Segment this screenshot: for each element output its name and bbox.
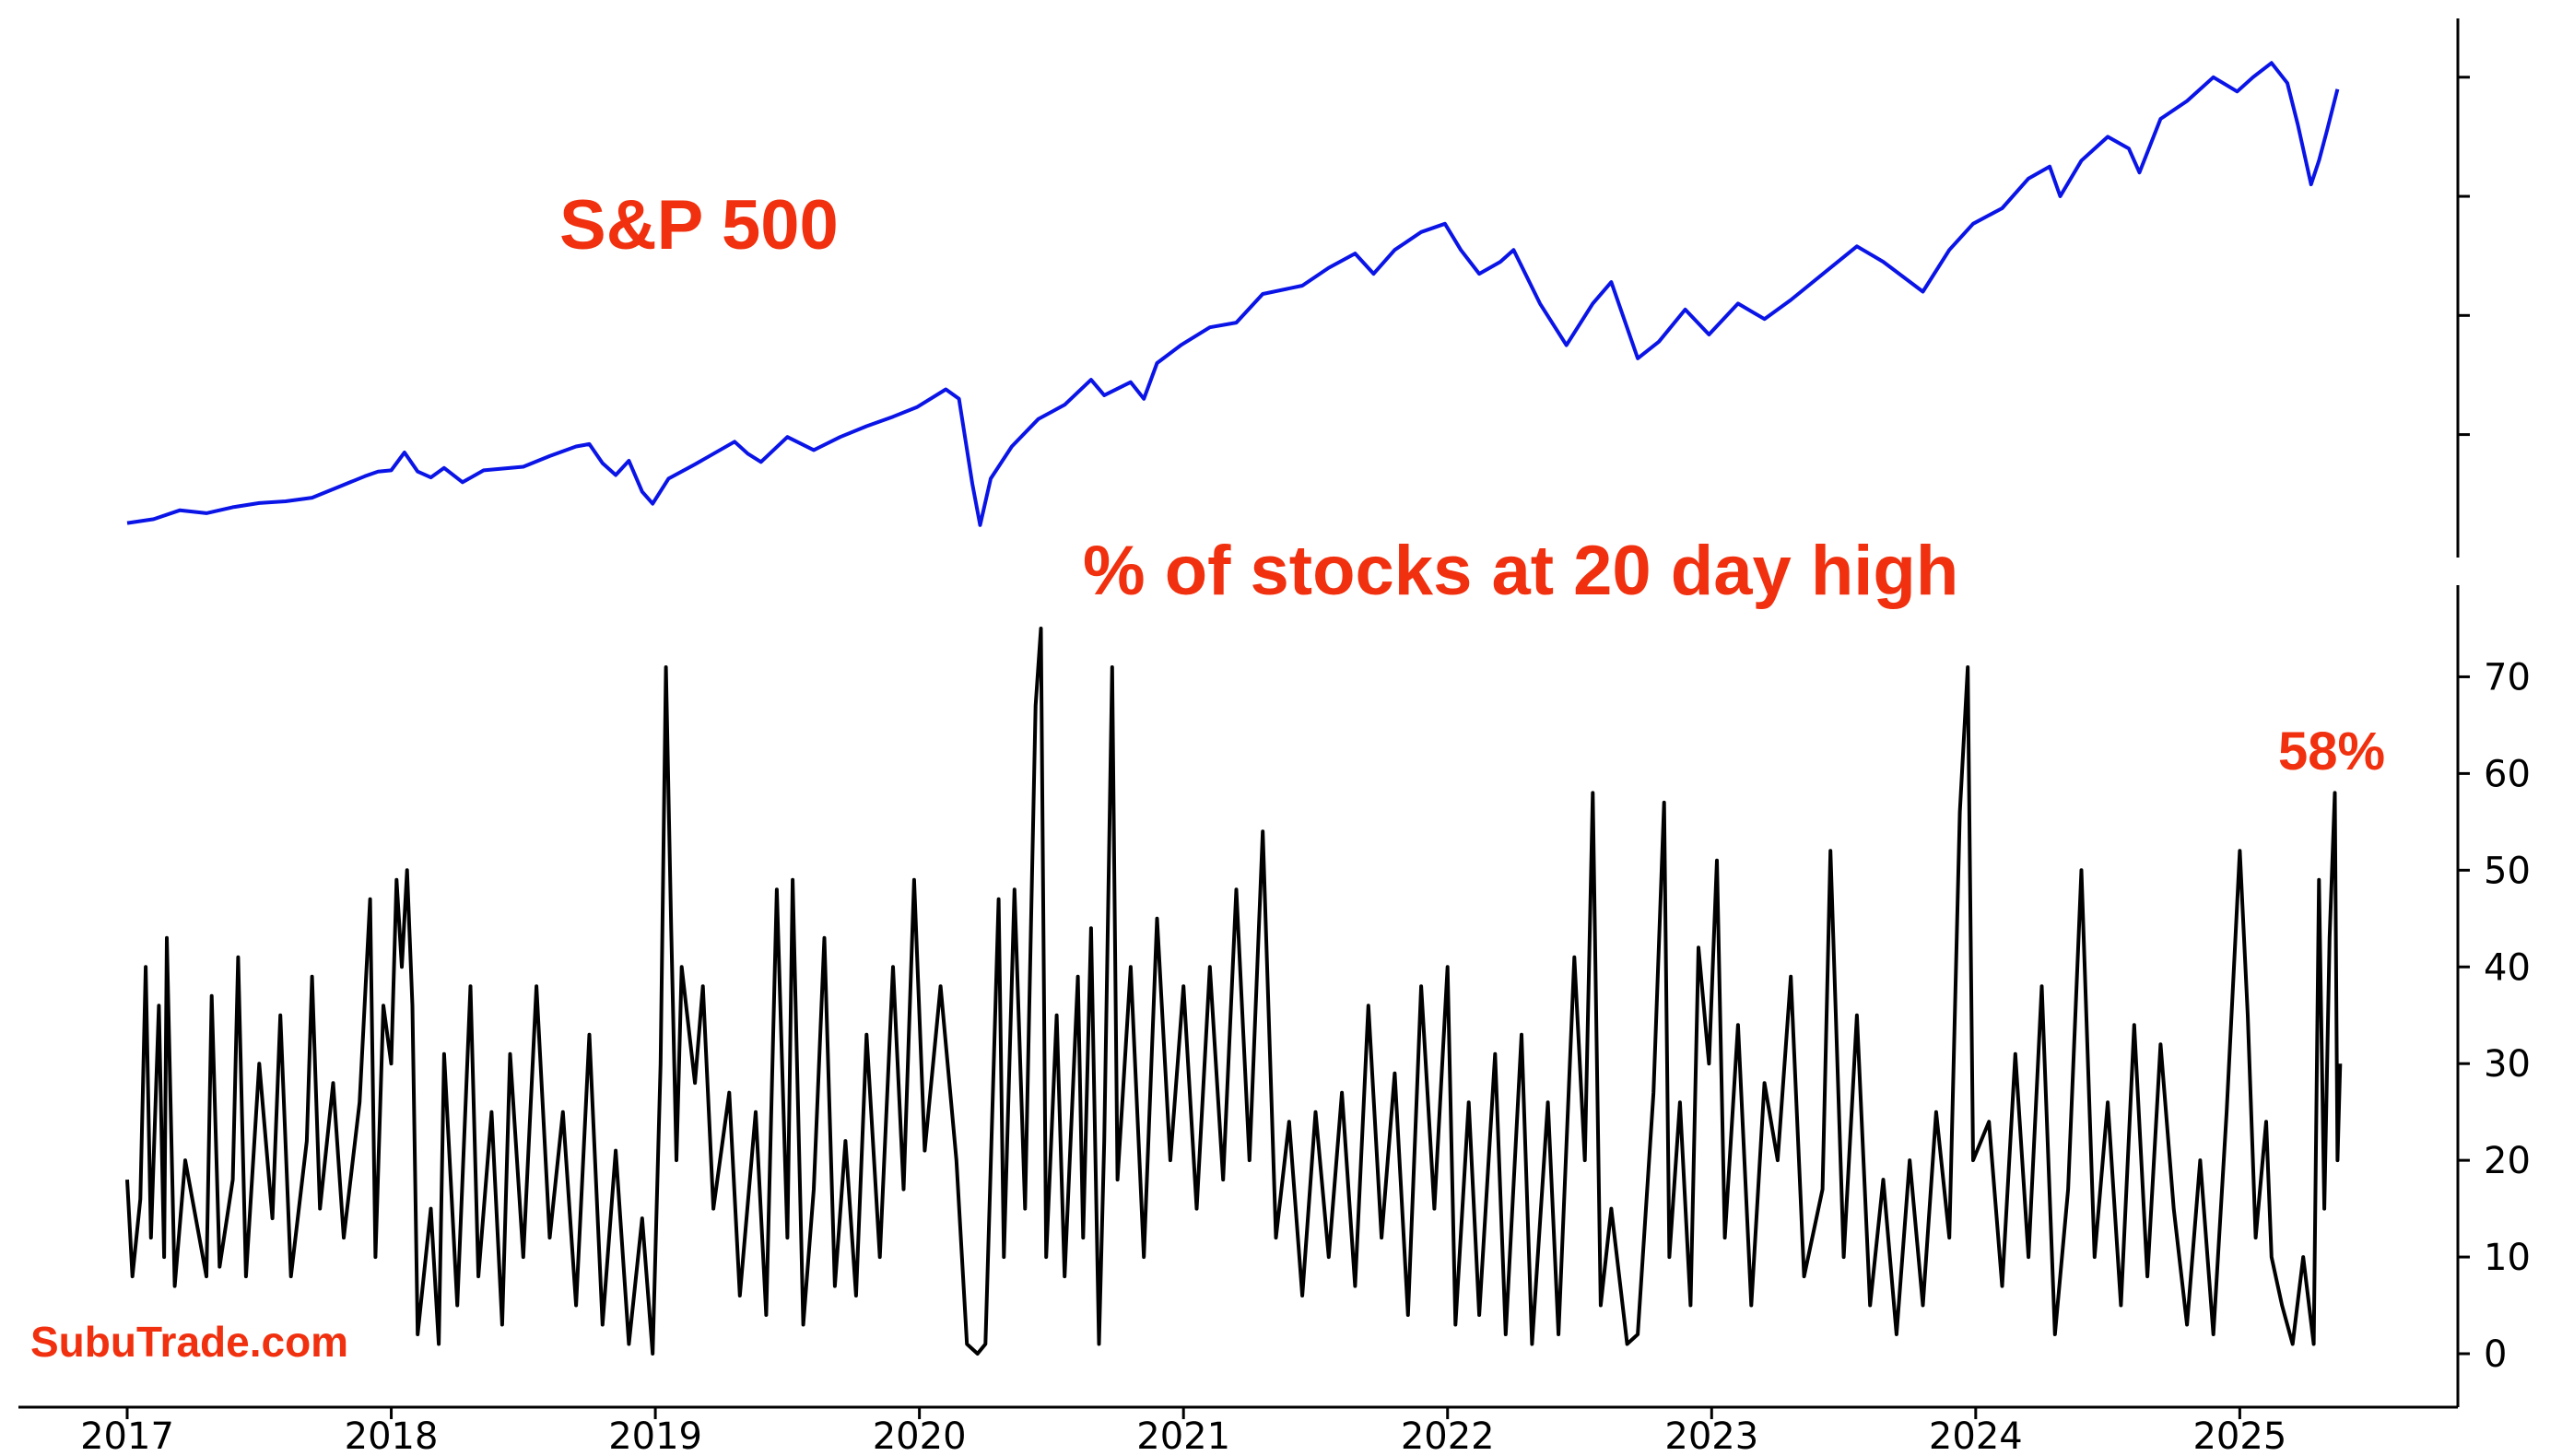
breadth-y-tick-label: 60	[2484, 753, 2531, 795]
x-tick-label: 2023	[1664, 1415, 1758, 1456]
breadth-panel: 0 10 20 30 40 50 60 70 2017 2018 2019 2020 2021 2022…	[18, 532, 2531, 1456]
breadth-x-ticks: 2017 2018 2019 2020 2021 2022 2023 2024 2025	[80, 1407, 2286, 1456]
breadth-y-tick-label: 40	[2484, 946, 2531, 989]
watermark: SubuTrade.com	[30, 1318, 348, 1366]
breadth-y-tick-label: 50	[2484, 850, 2531, 892]
latest-value-annotation: 58%	[2278, 722, 2385, 781]
x-tick-label: 2017	[80, 1415, 174, 1456]
x-tick-label: 2025	[2192, 1415, 2286, 1456]
sp500-title: S&P 500	[559, 186, 839, 264]
breadth-series-line	[125, 627, 2343, 1356]
sp500-y-ticks	[2458, 76, 2470, 437]
sp500-series-line	[126, 61, 2340, 527]
x-tick-label: 2024	[1929, 1415, 2023, 1456]
breadth-y-ticks: 0 10 20 30 40 50 60 70	[2458, 656, 2531, 1376]
breadth-y-tick-label: 70	[2484, 656, 2531, 699]
x-tick-label: 2018	[345, 1415, 439, 1456]
x-tick-label: 2019	[608, 1415, 702, 1456]
x-tick-label: 2022	[1401, 1415, 1495, 1456]
breadth-y-tick-label: 0	[2484, 1333, 2507, 1376]
breadth-title: % of stocks at 20 day high	[1083, 532, 1958, 610]
x-tick-label: 2020	[873, 1415, 967, 1456]
breadth-y-tick-label: 30	[2484, 1043, 2531, 1086]
sp500-panel: S&P 500	[126, 18, 2470, 558]
breadth-y-tick-label: 20	[2484, 1140, 2531, 1182]
breadth-y-tick-label: 10	[2484, 1237, 2531, 1279]
x-tick-label: 2021	[1136, 1415, 1230, 1456]
